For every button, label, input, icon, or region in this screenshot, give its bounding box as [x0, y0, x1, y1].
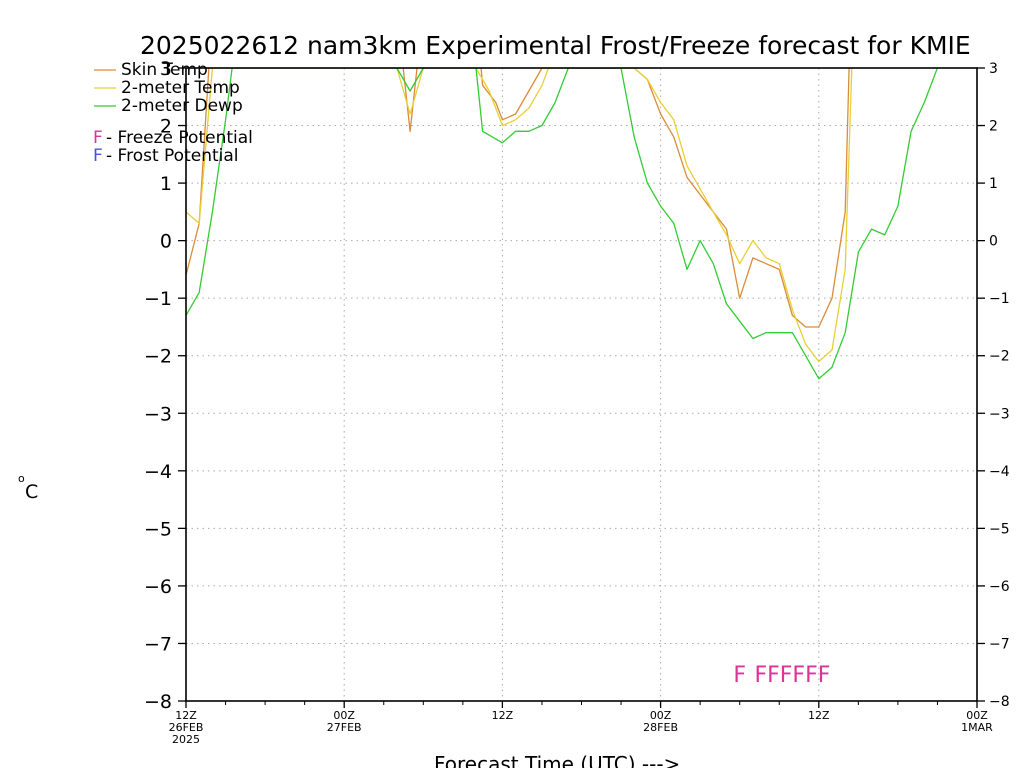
- y-tick-label-left: 2: [160, 116, 172, 138]
- grid-lines: [186, 68, 977, 701]
- x-tick-label: 26FEB: [169, 721, 204, 734]
- y-tick-label-left: −8: [144, 691, 172, 713]
- y-tick-label-right: −6: [989, 579, 1010, 595]
- y-tick-label-right: −1: [989, 291, 1010, 307]
- y-tick-label-left: −2: [144, 346, 172, 368]
- freeze-marker: FFFFFF: [754, 663, 830, 688]
- series-layer: [186, 68, 939, 380]
- y-axis-label-degree: o: [18, 472, 25, 485]
- x-tick-label: 12Z: [492, 709, 514, 722]
- x-tick-label: 00Z: [333, 709, 355, 722]
- y-tick-label-right: −3: [989, 406, 1010, 422]
- y-tick-label-right: 3: [989, 61, 998, 77]
- x-tick-label: 28FEB: [643, 721, 678, 734]
- y-tick-label-left: −7: [144, 633, 172, 655]
- y-tick-label-left: 0: [160, 231, 172, 253]
- freeze-marker-layer: F FFFFFF: [733, 663, 830, 688]
- freeze-marker: F: [733, 663, 746, 688]
- legend-note-letter: F: [93, 128, 103, 148]
- y-tick-label-left: −4: [144, 461, 172, 483]
- y-axis-right: −8 −7 −6 −5 −4 −3 −2 −1 0 1 2 3: [977, 61, 1010, 710]
- y-axis-label: o C: [18, 472, 38, 503]
- legend-note-letter: F: [93, 146, 103, 166]
- y-tick-label-left: 3: [160, 58, 172, 80]
- x-tick-label: 00Z: [650, 709, 672, 722]
- plot-frame: [185, 67, 978, 702]
- y-tick-label-left: −6: [144, 576, 172, 598]
- x-tick-label: 27FEB: [327, 721, 362, 734]
- legend-label: 2-meter Temp: [121, 78, 240, 98]
- y-tick-label-right: 0: [989, 234, 998, 250]
- x-tick-label: 12Z: [808, 709, 830, 722]
- x-tick-label: 1MAR: [961, 721, 993, 734]
- y-tick-label-right: −5: [989, 521, 1010, 537]
- y-tick-label-left: −5: [144, 518, 172, 540]
- legend-label: 2-meter Dewp: [121, 96, 243, 116]
- series-line-3: [186, 68, 939, 380]
- chart-title: 2025022612 nam3km Experimental Frost/Fre…: [140, 31, 971, 60]
- y-tick-label-right: −4: [989, 464, 1010, 480]
- y-axis-label-unit: C: [25, 481, 38, 503]
- series-line-1: [186, 68, 850, 328]
- y-axis-left: −8 −7 −6 −5 −4 −3 −2 −1 0 1 2 3: [144, 58, 186, 713]
- y-tick-label-right: 2: [989, 119, 998, 135]
- x-tick-label: 12Z: [175, 709, 197, 722]
- legend-note-label: - Frost Potential: [106, 146, 239, 166]
- legend-note-label: - Freeze Potential: [106, 128, 253, 148]
- y-tick-label-left: −3: [144, 403, 172, 425]
- x-tick-label: 00Z: [966, 709, 988, 722]
- series-line-2: [186, 68, 853, 363]
- y-tick-label-left: −1: [144, 288, 172, 310]
- legend-label: Skin Temp: [121, 60, 208, 80]
- y-tick-label-left: 1: [160, 173, 172, 195]
- y-tick-label-right: −2: [989, 349, 1010, 365]
- y-tick-label-right: −8: [989, 694, 1010, 710]
- x-axis-label: Forecast Time (UTC) --->: [434, 752, 680, 768]
- x-tick-label: 2025: [172, 733, 200, 746]
- y-tick-label-right: −7: [989, 636, 1010, 652]
- y-tick-label-right: 1: [989, 176, 998, 192]
